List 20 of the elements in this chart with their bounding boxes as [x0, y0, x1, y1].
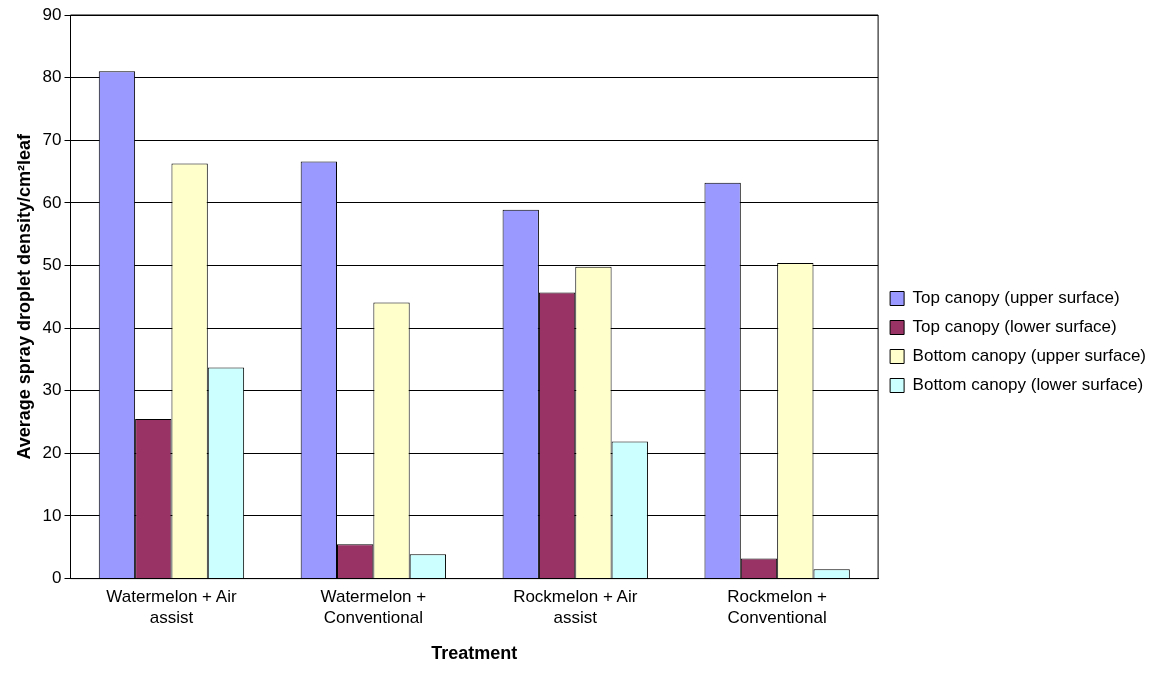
y-tick-label: 70 — [42, 129, 62, 149]
x-axis-title: Treatment — [431, 643, 518, 664]
y-tick-label: 40 — [42, 317, 62, 337]
y-tick-label: 80 — [42, 67, 62, 87]
y-tick-label: 50 — [42, 255, 62, 275]
x-tick-label: Rockmelon + Air assist — [513, 587, 638, 627]
legend-label: Bottom canopy (lower surface) — [912, 375, 1144, 395]
x-tick-label: Watermelon + Conventional — [320, 587, 427, 627]
y-axis-title: Average spray droplet density/cm²leaf — [13, 133, 34, 460]
y-tick-label: 30 — [42, 380, 62, 400]
y-tick-label: 20 — [42, 443, 62, 463]
y-tick-label: 10 — [42, 505, 62, 525]
y-tick-label: 90 — [42, 4, 62, 24]
y-tick-label: 0 — [52, 568, 62, 588]
legend-label: Top canopy (upper surface) — [912, 288, 1120, 308]
y-tick-label: 60 — [42, 192, 62, 212]
x-tick-label: Rockmelon + Conventional — [727, 587, 828, 627]
x-tick-label: Watermelon + Air assist — [106, 587, 237, 627]
legend-label: Top canopy (lower surface) — [912, 317, 1117, 337]
legend-label: Bottom canopy (upper surface) — [912, 346, 1147, 366]
